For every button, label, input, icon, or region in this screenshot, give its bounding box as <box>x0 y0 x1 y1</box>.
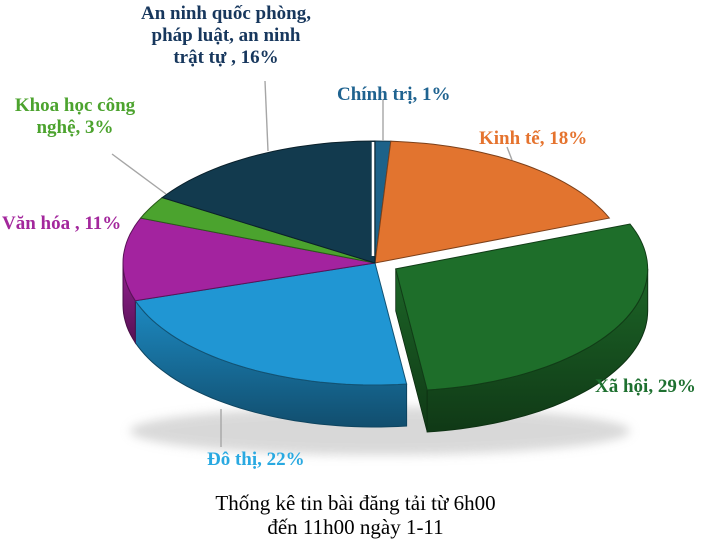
label-van-hoa: Văn hóa , 11% <box>2 213 122 234</box>
chart-title: Thống kê tin bài đăng tải từ 6h00 đến 11… <box>215 491 496 539</box>
pie-slice-kinh_te <box>374 140 611 264</box>
label-chinh-tri: Chính trị, 1% <box>337 84 451 105</box>
label-kinh-te: Kinh tế, 18% <box>479 128 588 149</box>
pie-slice-do_thi <box>134 262 408 386</box>
label-khoa-hoc: Khoa học công nghệ, 3% <box>14 95 136 138</box>
label-do-thi: Đô thị, 22% <box>207 449 305 470</box>
pie-slice-van_hoa <box>122 217 376 302</box>
pie-slice-khoa_hoc <box>139 197 376 264</box>
leader-line-kinh-te <box>506 146 513 161</box>
label-an-ninh: An ninh quốc phòng, pháp luật, an ninh t… <box>140 3 312 68</box>
pie-slice-xa_hoi <box>395 223 649 391</box>
leader-line-an-ninh <box>264 80 269 152</box>
pie-slice-an_ninh <box>161 140 376 264</box>
leader-line-khoa-hoc <box>111 153 167 195</box>
label-xa-hoi: Xã hội, 29% <box>595 376 696 397</box>
